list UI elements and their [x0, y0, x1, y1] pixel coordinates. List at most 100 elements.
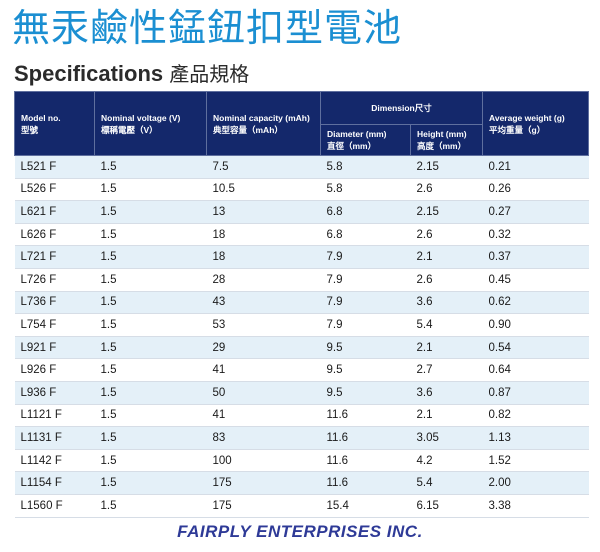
table-row: L936 F 1.5 50 9.5 3.6 0.87 — [14, 381, 589, 405]
cell-model: L921 F — [14, 336, 95, 360]
cell-voltage: 1.5 — [94, 336, 207, 360]
cell-height: 2.1 — [410, 336, 483, 360]
cell-weight: 0.45 — [482, 268, 589, 292]
header-voltage-en: Nominal voltage (V) — [101, 112, 181, 123]
cell-height: 5.4 — [410, 313, 483, 337]
header-height: Height (mm) 高度（mm） — [409, 124, 484, 156]
cell-height: 2.1 — [410, 404, 483, 428]
cell-model: L1154 F — [14, 471, 95, 495]
page-title-chinese: 無汞鹼性錳鈕扣型電池 — [12, 6, 403, 50]
header-voltage-zh: 標稱電壓（V） — [101, 124, 158, 135]
cell-height: 6.15 — [410, 494, 483, 518]
cell-diameter: 15.4 — [320, 494, 411, 518]
cell-model: L626 F — [14, 223, 95, 247]
header-capacity: Nominal capacity (mAh) 典型容量（mAh） — [206, 91, 321, 156]
table-row: L626 F 1.5 18 6.8 2.6 0.32 — [14, 223, 589, 247]
cell-model: L936 F — [14, 381, 95, 405]
cell-model: L726 F — [14, 268, 95, 292]
header-capacity-en: Nominal capacity (mAh) — [213, 112, 310, 123]
cell-height: 2.6 — [410, 268, 483, 292]
header-height-zh: 高度（mm） — [417, 141, 467, 151]
cell-voltage: 1.5 — [94, 178, 207, 202]
cell-diameter: 11.6 — [320, 426, 411, 450]
cell-height: 3.6 — [410, 291, 483, 315]
cell-model: L1131 F — [14, 426, 95, 450]
cell-weight: 0.82 — [482, 404, 589, 428]
cell-model: L621 F — [14, 200, 95, 224]
header-weight-zh: 平均重量（g） — [489, 124, 546, 135]
cell-capacity: 18 — [206, 245, 321, 269]
cell-diameter: 7.9 — [320, 291, 411, 315]
cell-height: 2.7 — [410, 358, 483, 382]
cell-diameter: 9.5 — [320, 381, 411, 405]
cell-capacity: 175 — [206, 471, 321, 495]
header-capacity-zh: 典型容量（mAh） — [213, 124, 283, 135]
cell-capacity: 50 — [206, 381, 321, 405]
section-heading-chinese: 產品規格 — [169, 62, 250, 86]
section-heading-english: Specifications — [14, 61, 164, 86]
cell-capacity: 18 — [206, 223, 321, 247]
cell-model: L721 F — [14, 245, 95, 269]
table-row: L921 F 1.5 29 9.5 2.1 0.54 — [14, 336, 589, 360]
cell-voltage: 1.5 — [94, 358, 207, 382]
cell-weight: 0.26 — [482, 178, 589, 202]
cell-diameter: 7.9 — [320, 313, 411, 337]
cell-capacity: 83 — [206, 426, 321, 450]
cell-height: 3.05 — [410, 426, 483, 450]
cell-capacity: 100 — [206, 449, 321, 473]
header-diameter: Diameter (mm) 直徑（mm） — [320, 124, 411, 156]
cell-model: L754 F — [14, 313, 95, 337]
table-row: L526 F 1.5 10.5 5.8 2.6 0.26 — [14, 178, 589, 202]
cell-height: 5.4 — [410, 471, 483, 495]
cell-model: L736 F — [14, 291, 95, 315]
specifications-table: Model no. 型號 Nominal voltage (V) 標稱電壓（V）… — [14, 91, 590, 518]
cell-diameter: 9.5 — [320, 336, 411, 360]
cell-voltage: 1.5 — [94, 313, 207, 337]
cell-weight: 0.87 — [482, 381, 589, 405]
header-voltage: Nominal voltage (V) 標稱電壓（V） — [94, 91, 207, 156]
header-weight: Average weight (g) 平均重量（g） — [482, 91, 590, 156]
table-body: L521 F 1.5 7.5 5.8 2.15 0.21 L526 F 1.5 10.5 5.8 2… — [14, 155, 589, 518]
cell-diameter: 11.6 — [320, 471, 411, 495]
cell-voltage: 1.5 — [94, 291, 207, 315]
cell-weight: 0.27 — [482, 200, 589, 224]
cell-diameter: 6.8 — [320, 200, 411, 224]
cell-voltage: 1.5 — [94, 426, 207, 450]
cell-voltage: 1.5 — [94, 449, 207, 473]
cell-model: L526 F — [14, 178, 95, 202]
cell-capacity: 53 — [206, 313, 321, 337]
cell-weight: 0.32 — [482, 223, 589, 247]
cell-weight: 0.37 — [482, 245, 589, 269]
cell-diameter: 7.9 — [320, 268, 411, 292]
table-row: L1560 F 1.5 175 15.4 6.15 3.38 — [14, 494, 589, 518]
cell-diameter: 5.8 — [320, 155, 411, 179]
cell-model: L1121 F — [14, 404, 95, 428]
cell-weight: 1.52 — [482, 449, 589, 473]
header-diameter-zh: 直徑（mm） — [327, 141, 377, 151]
header-model-en: Model no. — [21, 112, 61, 123]
header-model: Model no. 型號 — [14, 91, 95, 156]
cell-capacity: 7.5 — [206, 155, 321, 179]
table-row: L726 F 1.5 28 7.9 2.6 0.45 — [14, 268, 589, 292]
cell-height: 4.2 — [410, 449, 483, 473]
cell-capacity: 13 — [206, 200, 321, 224]
table-row: L621 F 1.5 13 6.8 2.15 0.27 — [14, 200, 589, 224]
cell-capacity: 10.5 — [206, 178, 321, 202]
cell-weight: 0.21 — [482, 155, 589, 179]
header-height-en: Height (mm) — [417, 129, 467, 139]
cell-capacity: 43 — [206, 291, 321, 315]
cell-voltage: 1.5 — [94, 494, 207, 518]
cell-model: L521 F — [14, 155, 95, 179]
cell-voltage: 1.5 — [94, 268, 207, 292]
cell-voltage: 1.5 — [94, 155, 207, 179]
table-row: L1131 F 1.5 83 11.6 3.05 1.13 — [14, 426, 589, 450]
cell-weight: 1.13 — [482, 426, 589, 450]
cell-voltage: 1.5 — [94, 245, 207, 269]
table-row: L1154 F 1.5 175 11.6 5.4 2.00 — [14, 471, 589, 495]
cell-voltage: 1.5 — [94, 404, 207, 428]
cell-height: 2.6 — [410, 223, 483, 247]
section-heading: Specifications 產品規格 — [14, 60, 249, 88]
cell-capacity: 175 — [206, 494, 321, 518]
cell-model: L1560 F — [14, 494, 95, 518]
cell-diameter: 9.5 — [320, 358, 411, 382]
